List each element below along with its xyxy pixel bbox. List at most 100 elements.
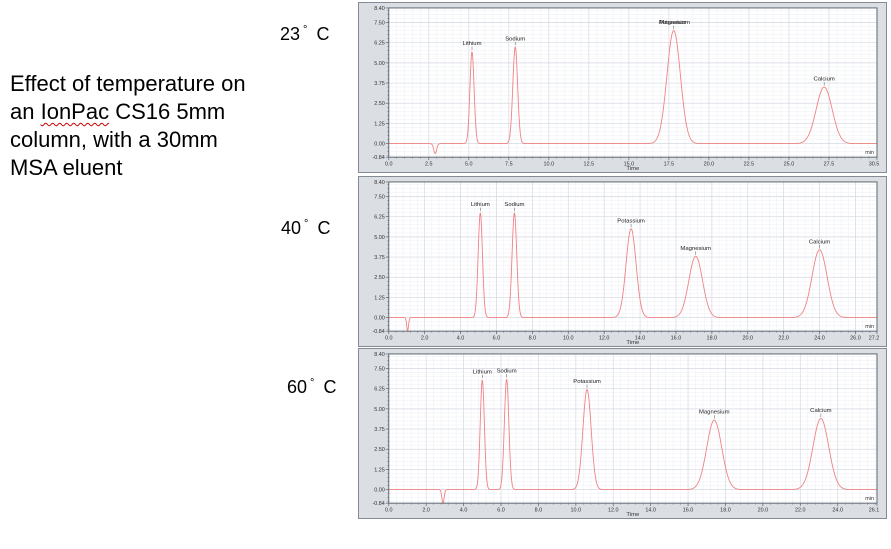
svg-text:20.0: 20.0 [742, 336, 753, 342]
svg-text:2.50: 2.50 [374, 101, 385, 107]
svg-text:22.0: 22.0 [778, 336, 789, 342]
svg-text:27.5: 27.5 [824, 162, 835, 168]
svg-text:7.50: 7.50 [374, 20, 385, 26]
svg-text:1.25: 1.25 [374, 121, 385, 127]
svg-text:26.0: 26.0 [850, 336, 861, 342]
svg-text:3.75: 3.75 [374, 427, 385, 433]
svg-text:Sodium: Sodium [497, 369, 517, 375]
caption-line-2-post: CS16 5mm [109, 99, 226, 124]
svg-text:15.0: 15.0 [624, 162, 635, 168]
svg-text:7.50: 7.50 [374, 366, 385, 372]
caption-word-ionpac: IonPac [40, 99, 110, 124]
svg-text:Lithium: Lithium [462, 41, 481, 47]
temperature-unit: C [316, 24, 330, 44]
svg-text:0.00: 0.00 [374, 316, 385, 322]
chromatogram-panel-23c: 0.0 2.5 5.0 7.5 10.0 12.5 15.0 17.5 20.0 22.5 25.0… [358, 2, 887, 173]
svg-text:6.25: 6.25 [374, 41, 385, 47]
svg-text:2.5: 2.5 [425, 162, 433, 168]
svg-text:0.0: 0.0 [385, 336, 393, 342]
svg-text:6.25: 6.25 [374, 387, 385, 393]
svg-text:5.0: 5.0 [465, 162, 473, 168]
svg-text:6.25: 6.25 [374, 215, 385, 221]
svg-text:2.0: 2.0 [421, 336, 429, 342]
svg-text:Sodium: Sodium [505, 36, 525, 42]
svg-text:18.0: 18.0 [720, 508, 731, 514]
caption-line-3: column, with a 30mm [10, 127, 218, 152]
temperature-value: 23 [280, 24, 301, 44]
slide-caption: Effect of temperature on an IonPac CS16 … [10, 70, 310, 182]
svg-text:7.5: 7.5 [505, 162, 513, 168]
svg-text:-0.84: -0.84 [372, 155, 384, 161]
caption-line-1: Effect of temperature on [10, 71, 246, 96]
temperature-unit: C [323, 377, 337, 397]
svg-text:4.0: 4.0 [460, 508, 468, 514]
svg-text:8.40: 8.40 [374, 6, 385, 12]
chromatogram-panel-60c: 0.0 2.0 4.0 6.0 8.0 10.0 12.0 14.0 16.0 18.0 20.0 2… [358, 348, 887, 519]
svg-text:1.25: 1.25 [374, 295, 385, 301]
chromatogram-chart-60c: 0.0 2.0 4.0 6.0 8.0 10.0 12.0 14.0 16.0 18.0 20.0 2… [372, 352, 879, 518]
svg-text:4.0: 4.0 [457, 336, 465, 342]
temperature-value: 40 [281, 218, 302, 238]
degree-symbol: ° [304, 218, 309, 230]
temperature-label-40c: 40 ° C [281, 218, 330, 239]
svg-text:10.0: 10.0 [571, 508, 582, 514]
svg-text:30.5: 30.5 [869, 162, 880, 168]
caption-line-2: an IonPac CS16 5mm [10, 98, 310, 126]
svg-text:Magnesium: Magnesium [680, 246, 711, 252]
caption-line-2-pre: an [10, 99, 41, 124]
svg-text:10.0: 10.0 [544, 162, 555, 168]
svg-text:Calcium: Calcium [809, 239, 830, 245]
svg-text:6.0: 6.0 [493, 336, 501, 342]
svg-text:12.5: 12.5 [584, 162, 595, 168]
temperature-value: 60 [287, 377, 308, 397]
svg-text:Potassium: Potassium [573, 379, 601, 385]
svg-text:0.00: 0.00 [374, 488, 385, 494]
svg-text:5.00: 5.00 [374, 235, 385, 241]
svg-text:Magnesium: Magnesium [659, 20, 690, 26]
svg-text:22.0: 22.0 [795, 508, 806, 514]
temperature-unit: C [317, 218, 331, 238]
svg-text:2.50: 2.50 [374, 275, 385, 281]
svg-text:7.50: 7.50 [374, 194, 385, 200]
svg-text:Calcium: Calcium [813, 77, 834, 83]
svg-text:12.0: 12.0 [608, 508, 619, 514]
chromatogram-chart-23c: 0.0 2.5 5.0 7.5 10.0 12.5 15.0 17.5 20.0 22.5 25.0… [372, 6, 880, 172]
svg-text:Calcium: Calcium [810, 408, 831, 414]
svg-text:5.00: 5.00 [374, 61, 385, 67]
svg-text:8.40: 8.40 [374, 352, 385, 358]
svg-text:Lithium: Lithium [471, 202, 490, 208]
svg-text:20.0: 20.0 [704, 162, 715, 168]
degree-symbol: ° [310, 377, 315, 389]
svg-text:Time: Time [626, 166, 640, 172]
svg-text:24.0: 24.0 [832, 508, 843, 514]
svg-text:8.0: 8.0 [535, 508, 543, 514]
degree-symbol: ° [303, 24, 308, 36]
svg-text:Lithium: Lithium [473, 369, 492, 375]
svg-text:22.5: 22.5 [744, 162, 755, 168]
chromatogram-panel-40c: 0.0 2.0 4.0 6.0 8.0 10.0 12.0 14.0 16.0 18.0 20.0 2… [358, 176, 887, 347]
svg-text:1.25: 1.25 [374, 467, 385, 473]
svg-text:12.0: 12.0 [599, 336, 610, 342]
svg-text:20.0: 20.0 [758, 508, 769, 514]
svg-text:2.0: 2.0 [422, 508, 430, 514]
svg-text:14.0: 14.0 [635, 336, 646, 342]
svg-text:18.0: 18.0 [707, 336, 718, 342]
svg-text:Time: Time [626, 512, 640, 518]
svg-text:8.0: 8.0 [529, 336, 537, 342]
svg-text:6.0: 6.0 [497, 508, 505, 514]
svg-text:min: min [865, 150, 874, 156]
svg-text:min: min [865, 324, 874, 330]
svg-text:24.0: 24.0 [814, 336, 825, 342]
temperature-label-23c: 23 ° C [280, 24, 329, 45]
svg-text:25.0: 25.0 [784, 162, 795, 168]
svg-text:10.0: 10.0 [563, 336, 574, 342]
chromatogram-chart-40c: 0.0 2.0 4.0 6.0 8.0 10.0 12.0 14.0 16.0 18.0 20.0 2… [372, 180, 880, 346]
temperature-label-60c: 60 ° C [287, 377, 336, 398]
svg-text:-0.84: -0.84 [372, 329, 384, 335]
svg-text:Sodium: Sodium [504, 202, 524, 208]
svg-text:5.00: 5.00 [374, 407, 385, 413]
svg-text:-0.84: -0.84 [372, 501, 384, 507]
svg-text:Potassium: Potassium [659, 20, 687, 26]
svg-text:27.2: 27.2 [869, 336, 880, 342]
svg-text:3.75: 3.75 [374, 81, 385, 87]
